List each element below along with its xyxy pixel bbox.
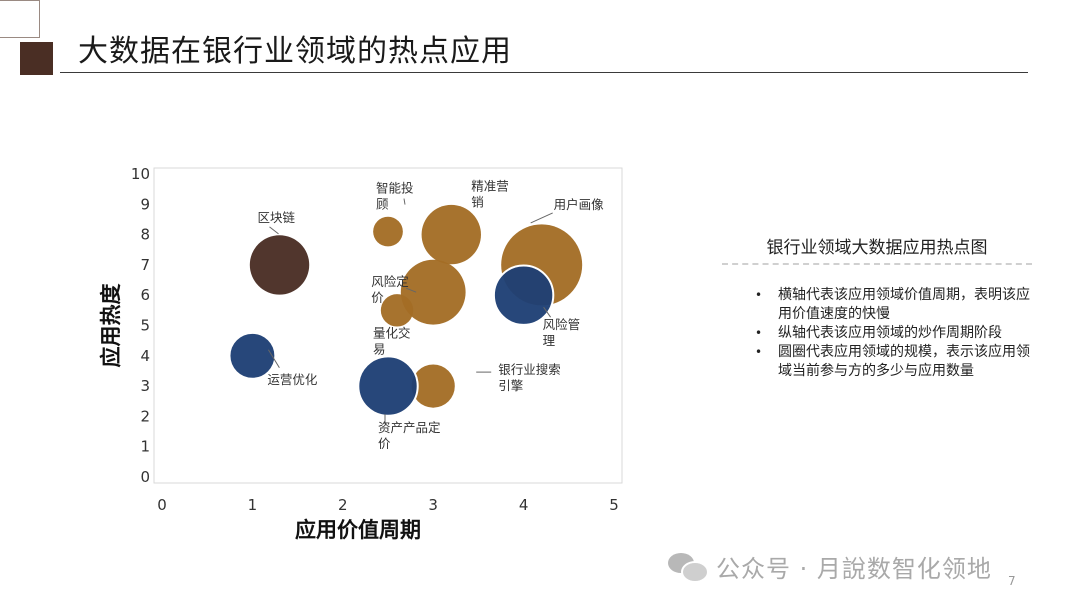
- corner-decoration-square: [20, 42, 53, 75]
- bubble: [380, 294, 414, 327]
- y-tick-label: 5: [140, 317, 150, 335]
- side-panel-divider: [722, 263, 1032, 265]
- bubble: [411, 364, 455, 408]
- bubble: [421, 204, 481, 265]
- bubble-label: 精准营: [471, 179, 509, 194]
- y-tick-label: 9: [140, 195, 150, 213]
- x-tick-label: 1: [248, 496, 258, 514]
- bubble-label: 理: [543, 333, 556, 348]
- bubble: [400, 259, 466, 325]
- watermark: 公众号 · 月說数智化领地: [668, 549, 992, 583]
- y-tick-label: 10: [131, 165, 150, 183]
- x-tick-label: 2: [338, 496, 348, 514]
- bullet-item: 纵轴代表该应用领域的炒作周期阶段: [752, 324, 1032, 343]
- y-tick-label: 4: [140, 347, 150, 365]
- y-tick-label: 2: [140, 407, 150, 425]
- bullet-item: 横轴代表该应用领域价值周期，表明该应用价值速度的快慢: [752, 286, 1032, 324]
- x-axis-title: 应用价值周期: [295, 518, 421, 542]
- bubble-label: 销: [471, 195, 484, 210]
- page-number: 7: [1008, 574, 1016, 588]
- bubble-label: 用户画像: [554, 197, 605, 212]
- bullet-item: 圆圈代表应用领域的规模，表示该应用领域当前参与方的多少与应用数量: [752, 343, 1032, 381]
- bubble-label: 智能投: [376, 181, 414, 196]
- x-tick-label: 5: [609, 496, 619, 514]
- bubble-label: 价: [371, 290, 384, 305]
- bubble: [492, 264, 555, 326]
- y-axis-title: 应用热度: [99, 284, 123, 368]
- label-leader-line: [267, 349, 280, 369]
- watermark-text: 公众号 · 月說数智化领地: [716, 554, 992, 583]
- y-tick-label: 7: [140, 256, 150, 274]
- y-tick-label: 6: [140, 286, 150, 304]
- bubble-label: 引擎: [498, 378, 523, 393]
- bubble-label: 资产产品定: [378, 420, 441, 435]
- label-leader-line: [530, 212, 553, 224]
- bubble: [249, 235, 310, 295]
- y-tick-label: 3: [140, 377, 150, 395]
- side-panel-bullets: 横轴代表该应用领域价值周期，表明该应用价值速度的快慢 纵轴代表该应用领域的炒作周…: [752, 286, 1032, 381]
- side-panel-title: 银行业领域大数据应用热点图: [766, 238, 988, 258]
- x-tick-label: 3: [428, 496, 438, 514]
- y-tick-label: 1: [140, 438, 150, 456]
- bubble-label: 风险定: [371, 274, 409, 289]
- bubble-label: 价: [378, 436, 391, 451]
- bubble: [373, 216, 403, 247]
- bubble-label: 运营优化: [267, 372, 318, 387]
- x-tick-label: 4: [519, 496, 529, 514]
- y-tick-label: 8: [140, 226, 150, 244]
- bubble-label: 顾: [376, 197, 389, 212]
- plot-area-frame: [153, 167, 623, 484]
- bubble-label: 量化交: [373, 325, 411, 340]
- corner-decoration-outline: [0, 0, 40, 38]
- bubble-label: 风险管: [543, 317, 581, 332]
- y-tick-label: 0: [140, 468, 150, 486]
- bubble-label: 区块链: [258, 210, 296, 225]
- wechat-icon: [668, 551, 709, 583]
- title-underline: [60, 72, 1028, 73]
- slide-title: 大数据在银行业领域的热点应用: [78, 34, 512, 69]
- label-leader-line: [403, 198, 406, 205]
- bubble: [357, 355, 419, 417]
- label-leader-line: [269, 226, 279, 235]
- bubble-label: 易: [373, 341, 386, 356]
- label-leader-line: [543, 306, 552, 318]
- bubble: [228, 331, 277, 380]
- label-leader-line: [406, 287, 417, 293]
- x-tick-label: 0: [157, 496, 167, 514]
- bubble-label: 银行业搜索: [498, 362, 561, 377]
